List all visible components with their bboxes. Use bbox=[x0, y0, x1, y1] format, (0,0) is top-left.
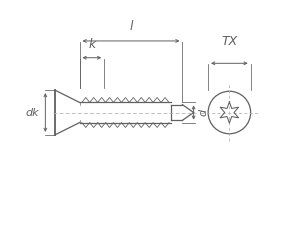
Text: TX: TX bbox=[221, 35, 238, 48]
Text: dk: dk bbox=[26, 108, 39, 117]
Text: k: k bbox=[88, 38, 95, 51]
Text: l: l bbox=[129, 20, 133, 33]
Text: d: d bbox=[199, 109, 208, 116]
